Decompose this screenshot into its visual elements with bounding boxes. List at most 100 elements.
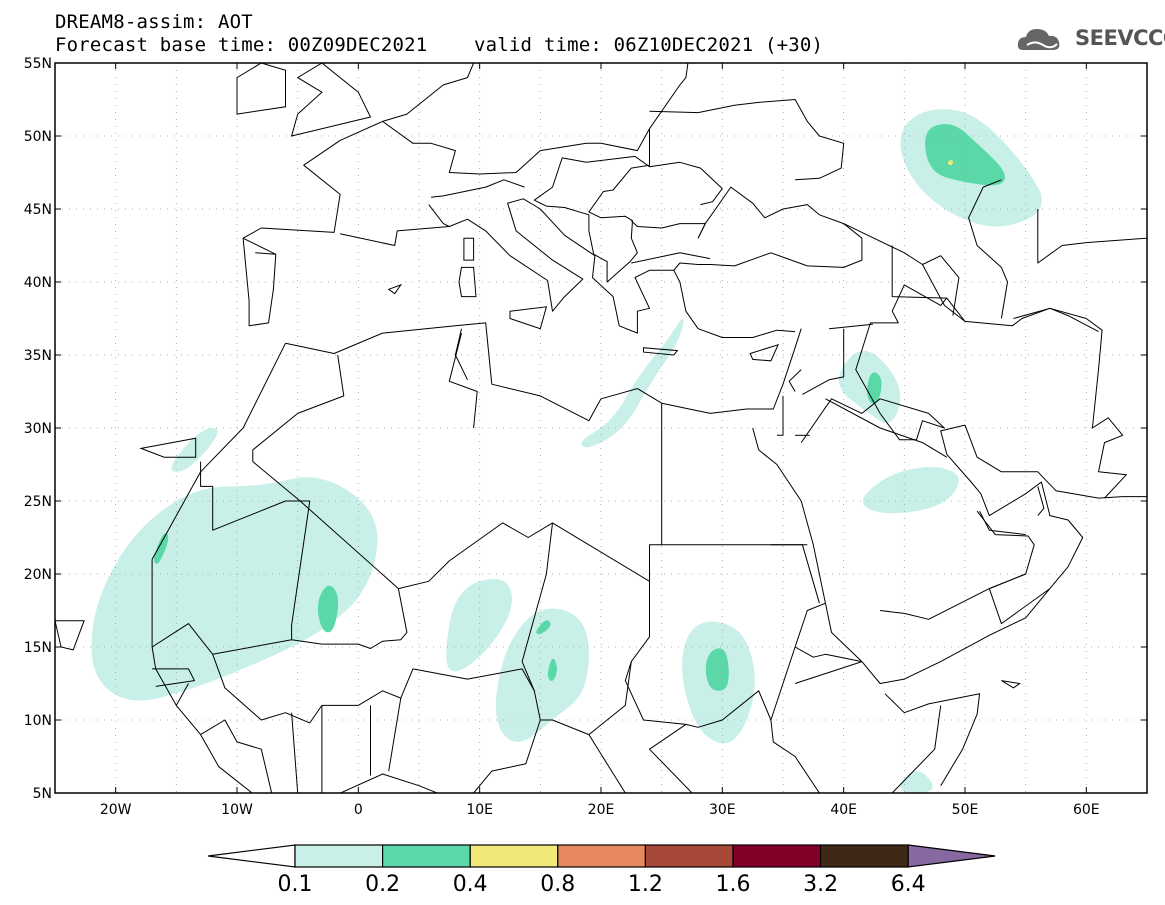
border-line (673, 270, 796, 338)
border-line (770, 602, 826, 721)
border-line (968, 179, 1008, 319)
forecast-time-line: Forecast base time: 00Z09DEC2021 valid t… (55, 34, 824, 56)
border-line (770, 544, 820, 604)
aot-contour (171, 428, 218, 472)
border-line (891, 245, 947, 299)
aot-contour (581, 318, 684, 448)
colorbar-over-arrow (907, 844, 996, 868)
colorbar: 0.1 0.2 0.4 0.8 1.2 1.6 3.2 6.4 (207, 844, 996, 897)
border-line (152, 668, 195, 687)
border-line (825, 398, 948, 458)
x-tick-label: 10W (221, 802, 253, 818)
coastline-island (1001, 680, 1021, 689)
border-line (200, 719, 273, 793)
y-tick-label: 30N (24, 421, 52, 437)
aot-contour (495, 608, 589, 742)
y-tick-label: 15N (24, 640, 52, 656)
colorbar-label: 0.8 (540, 872, 575, 897)
border-line (454, 328, 468, 381)
coastline-island (509, 306, 548, 330)
y-tick-label: 10N (24, 713, 52, 729)
x-tick-label: 0 (354, 802, 363, 818)
axis-ticks: 20W 10W 0 10E 20E 30E 40E 50E 60E 55N 50N 45N 40N 35N… (24, 56, 1147, 818)
aot-contour (536, 620, 551, 635)
y-tick-label: 45N (24, 202, 52, 218)
border-line (752, 424, 1147, 684)
colorbar-swatch (557, 844, 646, 868)
country-borders (55, 63, 1147, 793)
y-tick-label: 50N (24, 129, 52, 145)
colorbar-swatch (732, 844, 822, 868)
border-line (1013, 307, 1099, 333)
border-line (448, 332, 478, 429)
border-line (700, 188, 723, 206)
border-line (200, 461, 408, 649)
coastline-island (236, 63, 286, 115)
border-line (521, 522, 553, 691)
colorbar-under-arrow (207, 844, 296, 868)
border-line (388, 698, 402, 772)
border-line (285, 322, 802, 422)
aot-contour (863, 466, 959, 514)
cloud-icon (1017, 29, 1060, 50)
x-tick-label: 30E (709, 802, 736, 818)
border-line (398, 403, 663, 590)
border-line (776, 395, 784, 436)
colorbar-swatch (819, 844, 909, 868)
x-tick-label: 10E (466, 802, 493, 818)
border-line (630, 220, 706, 239)
border-line (252, 354, 345, 462)
border-line (788, 369, 802, 392)
border-line (631, 252, 711, 264)
y-tick-label: 25N (24, 494, 52, 510)
colorbar-swatch (469, 844, 559, 868)
border-line (291, 712, 299, 793)
border-line (922, 264, 966, 322)
coastline-island (55, 620, 85, 651)
logo-text: SEEVCCC (1075, 26, 1165, 50)
border-line (794, 661, 863, 684)
border-line (1037, 486, 1045, 516)
y-tick-label: 35N (24, 348, 52, 364)
border-line (649, 723, 693, 793)
border-line (382, 120, 650, 175)
border-line (829, 328, 845, 381)
colorbar-label: 3.2 (803, 872, 838, 897)
border-line (829, 323, 873, 330)
x-tick-label: 50E (952, 802, 979, 818)
colorbar-label: 6.4 (891, 872, 926, 897)
x-tick-label: 40E (830, 802, 857, 818)
border-line (649, 99, 845, 181)
colorbar-swatch (294, 844, 384, 868)
border-line (800, 284, 1127, 499)
colorbar-swatch (644, 844, 734, 868)
aot-contour (154, 533, 169, 564)
aot-contour (91, 477, 378, 701)
border-line (802, 379, 830, 395)
aot-contour (705, 648, 729, 691)
colorbar-swatch (382, 844, 471, 868)
colorbar-label: 0.2 (365, 872, 400, 897)
colorbar-label: 1.6 (716, 872, 751, 897)
border-line (988, 573, 1051, 625)
border-line (794, 646, 862, 663)
coastline-island (749, 343, 780, 362)
colorbar-label: 1.2 (628, 872, 663, 897)
y-tick-label: 20N (24, 567, 52, 583)
coastline-island (458, 266, 477, 298)
coastline-island (387, 283, 403, 295)
aot-contour (948, 159, 953, 166)
aot-field-layer (91, 109, 1042, 793)
border-line (212, 639, 292, 655)
aot-contour (547, 658, 557, 682)
border-line (151, 559, 439, 793)
border-line (242, 63, 475, 302)
aot-contour (446, 578, 513, 672)
border-line (819, 705, 942, 793)
aot-contour (317, 585, 339, 633)
y-tick-label: 40N (24, 275, 52, 291)
x-tick-label: 60E (1073, 802, 1100, 818)
colorbar-label: 0.1 (278, 872, 313, 897)
border-line (431, 179, 525, 198)
